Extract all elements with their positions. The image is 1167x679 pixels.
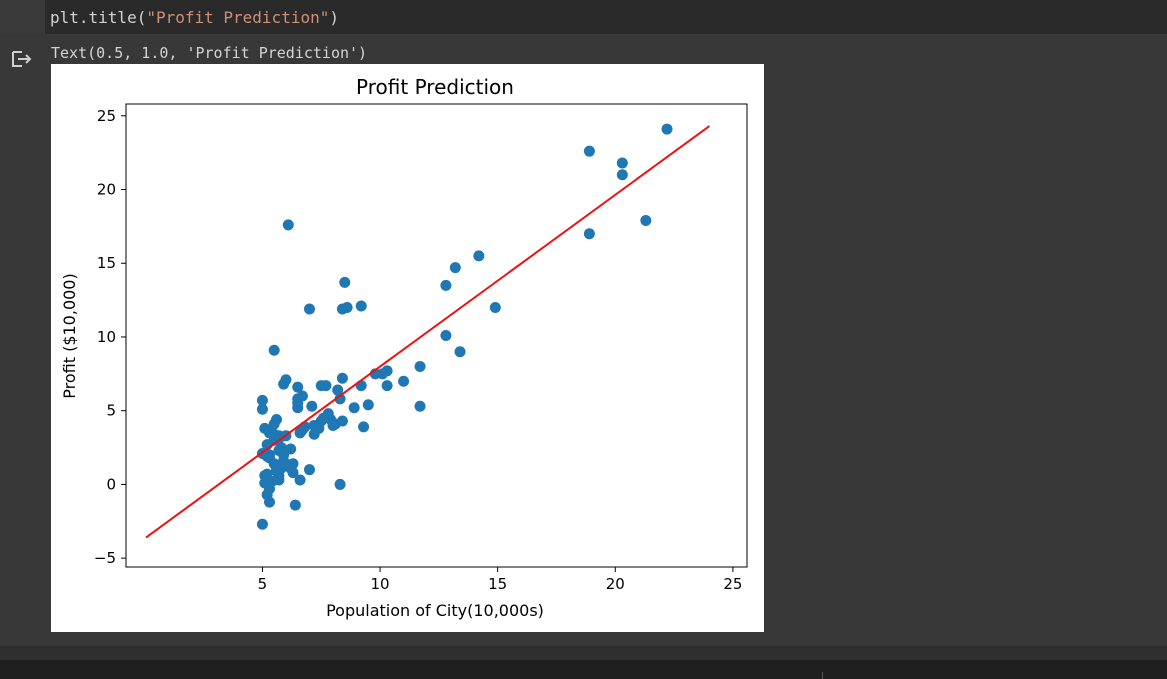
output-redirect-icon[interactable] <box>10 49 34 69</box>
data-point <box>280 374 292 386</box>
cell-divider <box>0 646 1167 660</box>
code-cell[interactable]: plt.title("Profit Prediction") <box>0 0 1167 34</box>
code-prefix: plt.title( <box>50 8 147 27</box>
y-axis-ticks: −5 0 5 10 15 20 25 <box>94 107 126 567</box>
data-point <box>292 381 304 393</box>
data-point <box>318 412 330 424</box>
data-point <box>336 372 348 384</box>
data-point <box>256 394 268 406</box>
data-point <box>616 157 628 169</box>
data-point <box>268 458 280 470</box>
y-tick-label: 0 <box>106 475 116 493</box>
plot-area <box>125 103 748 568</box>
next-code-cell[interactable] <box>0 660 1167 679</box>
data-point <box>640 214 652 226</box>
data-point <box>296 390 308 402</box>
data-point <box>362 399 374 411</box>
code-line[interactable]: plt.title("Profit Prediction") <box>50 8 339 27</box>
y-tick-label: 5 <box>106 402 116 420</box>
data-point <box>381 365 393 377</box>
data-point <box>256 403 268 415</box>
data-point <box>398 375 410 387</box>
regression-line-group <box>145 125 710 539</box>
cell-separator <box>822 672 823 679</box>
data-point <box>268 418 280 430</box>
y-tick-label: 15 <box>97 254 116 272</box>
data-point <box>583 228 595 240</box>
x-tick-label: 25 <box>723 575 742 593</box>
x-tick-label: 15 <box>488 575 507 593</box>
data-point <box>454 346 466 358</box>
data-point <box>268 344 280 356</box>
data-point <box>263 496 275 508</box>
data-point <box>266 475 278 487</box>
data-point <box>414 400 426 412</box>
data-point <box>489 301 501 313</box>
scatter-chart: Profit Prediction 5 10 15 20 25 −5 0 5 10 15 20 25… <box>60 75 748 620</box>
data-point <box>256 518 268 530</box>
data-point <box>341 301 353 313</box>
data-point <box>348 402 360 414</box>
data-point <box>334 478 346 490</box>
chart-title: Profit Prediction <box>356 75 514 99</box>
data-point <box>306 400 318 412</box>
output-text: Text(0.5, 1.0, 'Profit Prediction') <box>51 44 368 62</box>
data-point <box>440 279 452 291</box>
x-tick-label: 10 <box>370 575 389 593</box>
x-axis-ticks: 5 10 15 20 25 <box>258 567 742 593</box>
data-point <box>440 330 452 341</box>
data-point <box>355 300 367 312</box>
data-point <box>282 219 294 231</box>
data-point <box>285 462 297 474</box>
y-tick-label: −5 <box>94 549 116 567</box>
code-string: "Profit Prediction" <box>146 8 330 27</box>
data-point <box>358 421 370 433</box>
y-tick-label: 10 <box>97 328 116 346</box>
data-point <box>285 443 297 455</box>
y-tick-label: 20 <box>97 181 116 199</box>
data-point <box>355 380 367 392</box>
cell-gutter[interactable] <box>0 0 45 34</box>
data-point <box>278 455 290 467</box>
x-axis-label: Population of City(10,000s) <box>326 601 544 620</box>
data-point <box>339 276 351 288</box>
scatter-points <box>256 123 673 530</box>
data-point <box>294 427 306 439</box>
data-point <box>289 499 301 511</box>
data-point <box>320 380 332 392</box>
data-point <box>661 123 673 135</box>
y-axis-label: Profit ($10,000) <box>60 273 79 398</box>
data-point <box>334 393 346 405</box>
data-point <box>583 145 595 157</box>
y-tick-label: 25 <box>97 107 116 125</box>
data-point <box>327 419 339 431</box>
data-point <box>381 380 393 392</box>
data-point <box>292 402 304 414</box>
data-point <box>294 474 306 486</box>
data-point <box>414 360 426 372</box>
regression-line <box>145 125 710 539</box>
data-point <box>313 422 325 434</box>
x-tick-label: 20 <box>606 575 625 593</box>
data-point <box>449 262 461 274</box>
code-suffix: ) <box>329 8 339 27</box>
data-point <box>303 303 315 315</box>
x-tick-label: 5 <box>258 575 268 593</box>
data-point <box>268 428 280 440</box>
data-point <box>473 250 485 262</box>
data-point <box>332 384 344 396</box>
data-point <box>616 169 628 181</box>
plot-figure: Profit Prediction 5 10 15 20 25 −5 0 5 10 15 20 25… <box>51 64 764 632</box>
data-point <box>303 464 315 476</box>
